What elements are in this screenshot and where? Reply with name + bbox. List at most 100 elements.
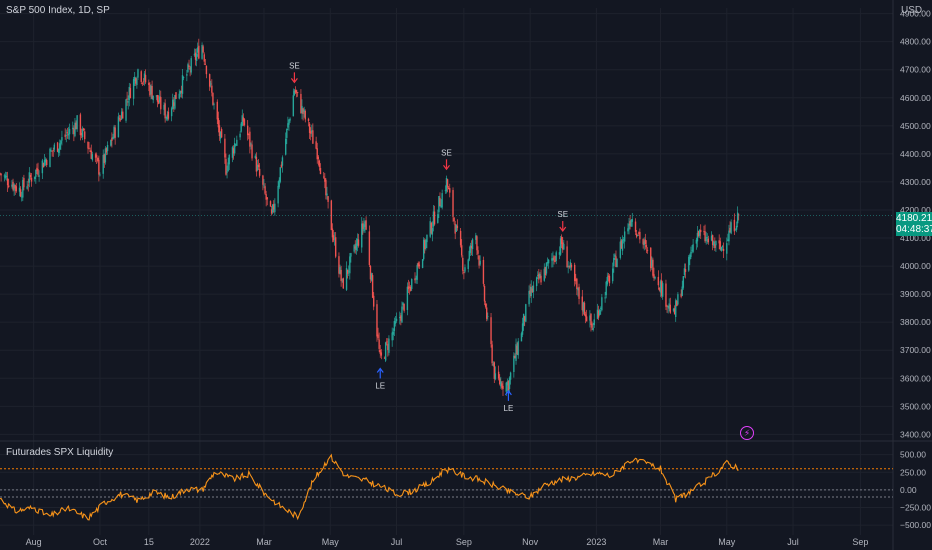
candle-body — [380, 352, 383, 356]
candle-body — [160, 97, 162, 110]
candle-body — [657, 276, 660, 286]
candle-body — [444, 190, 447, 192]
candle-body — [258, 168, 261, 176]
candle-body — [357, 239, 360, 246]
candle-body — [72, 127, 74, 130]
candle-body — [514, 355, 516, 359]
candle-body — [566, 246, 568, 268]
candle-body — [12, 181, 14, 190]
candle-body — [175, 92, 177, 99]
candle-body — [273, 203, 275, 210]
candle-body — [622, 239, 625, 241]
candle-body — [642, 239, 644, 245]
candle-body — [250, 143, 252, 145]
candle-body — [449, 188, 451, 193]
candle-body — [327, 196, 329, 202]
candle-body — [440, 205, 442, 208]
candle-body — [103, 154, 105, 163]
candle-body — [637, 235, 639, 236]
candle-body — [180, 90, 183, 93]
candle-body — [34, 176, 36, 179]
candle-body — [227, 162, 229, 172]
candle-body — [64, 134, 66, 137]
x-tick-label: 15 — [144, 537, 154, 547]
candle-body — [726, 243, 728, 254]
candle-body — [42, 163, 45, 168]
candle-body — [576, 278, 578, 290]
candle-body — [65, 135, 67, 136]
indicator-y-tick-label: 500.00 — [900, 450, 926, 460]
candle-body — [118, 118, 121, 120]
candle-body — [0, 173, 2, 176]
candle-body — [517, 341, 519, 356]
candle-body — [6, 178, 9, 186]
candle-body — [425, 239, 427, 249]
candle-body — [563, 244, 565, 250]
candle-body — [287, 123, 289, 128]
candle-body — [582, 302, 585, 312]
candle-body — [105, 148, 108, 153]
candle-body — [395, 318, 398, 322]
candle-body — [248, 134, 250, 135]
y-tick-label: 4600.00 — [900, 93, 931, 103]
candle-body — [438, 195, 440, 213]
x-tick-label: Mar — [256, 537, 272, 547]
candle-body — [596, 309, 599, 319]
candle-body — [318, 160, 321, 168]
short-entry-arrow-icon — [290, 77, 298, 84]
candle-body — [213, 103, 215, 105]
candle-body — [7, 185, 10, 187]
candle-body — [303, 109, 305, 113]
candle-body — [668, 303, 670, 309]
candle-body — [349, 256, 351, 274]
candle-body — [68, 128, 71, 135]
candle-body — [126, 98, 128, 100]
candle-body — [513, 355, 515, 372]
candle-body — [166, 114, 169, 120]
candle-body — [424, 240, 426, 249]
y-tick-label: 3900.00 — [900, 289, 931, 299]
candle-body — [269, 201, 272, 207]
candle-body — [226, 171, 228, 173]
candle-body — [361, 223, 363, 248]
y-tick-label: 4700.00 — [900, 65, 931, 75]
candle-body — [714, 244, 716, 248]
candle-body — [277, 185, 279, 204]
candle-body — [257, 164, 260, 168]
candle-body — [345, 268, 348, 290]
candle-body — [494, 373, 497, 380]
candle-body — [540, 275, 542, 283]
candle-body — [225, 159, 227, 175]
candle-body — [584, 314, 587, 317]
candle-body — [394, 321, 397, 324]
candle-body — [393, 320, 396, 331]
indicator-y-tick-label: −250.00 — [900, 503, 931, 513]
candle-body — [157, 100, 160, 104]
candle-body — [293, 90, 296, 96]
candle-body — [53, 144, 56, 150]
candle-body — [677, 294, 679, 305]
candle-body — [730, 222, 732, 234]
candle-body — [190, 58, 192, 73]
candle-body — [476, 236, 478, 251]
x-tick-label: 2022 — [190, 537, 210, 547]
candle-body — [301, 105, 303, 114]
lightning-icon[interactable]: ⚡ — [740, 426, 754, 440]
candle-body — [292, 95, 295, 117]
candle-body — [205, 65, 208, 75]
candle-body — [613, 257, 615, 267]
candle-body — [497, 371, 500, 379]
candle-body — [592, 327, 594, 331]
candle-body — [80, 132, 83, 136]
candle-body — [280, 164, 283, 167]
candle-body — [120, 111, 123, 120]
candle-body — [598, 309, 601, 316]
candle-body — [430, 222, 432, 234]
candle-body — [75, 122, 77, 130]
candle-body — [467, 259, 469, 269]
candle-body — [189, 68, 191, 70]
candle-body — [370, 273, 373, 281]
candle-body — [630, 220, 632, 227]
